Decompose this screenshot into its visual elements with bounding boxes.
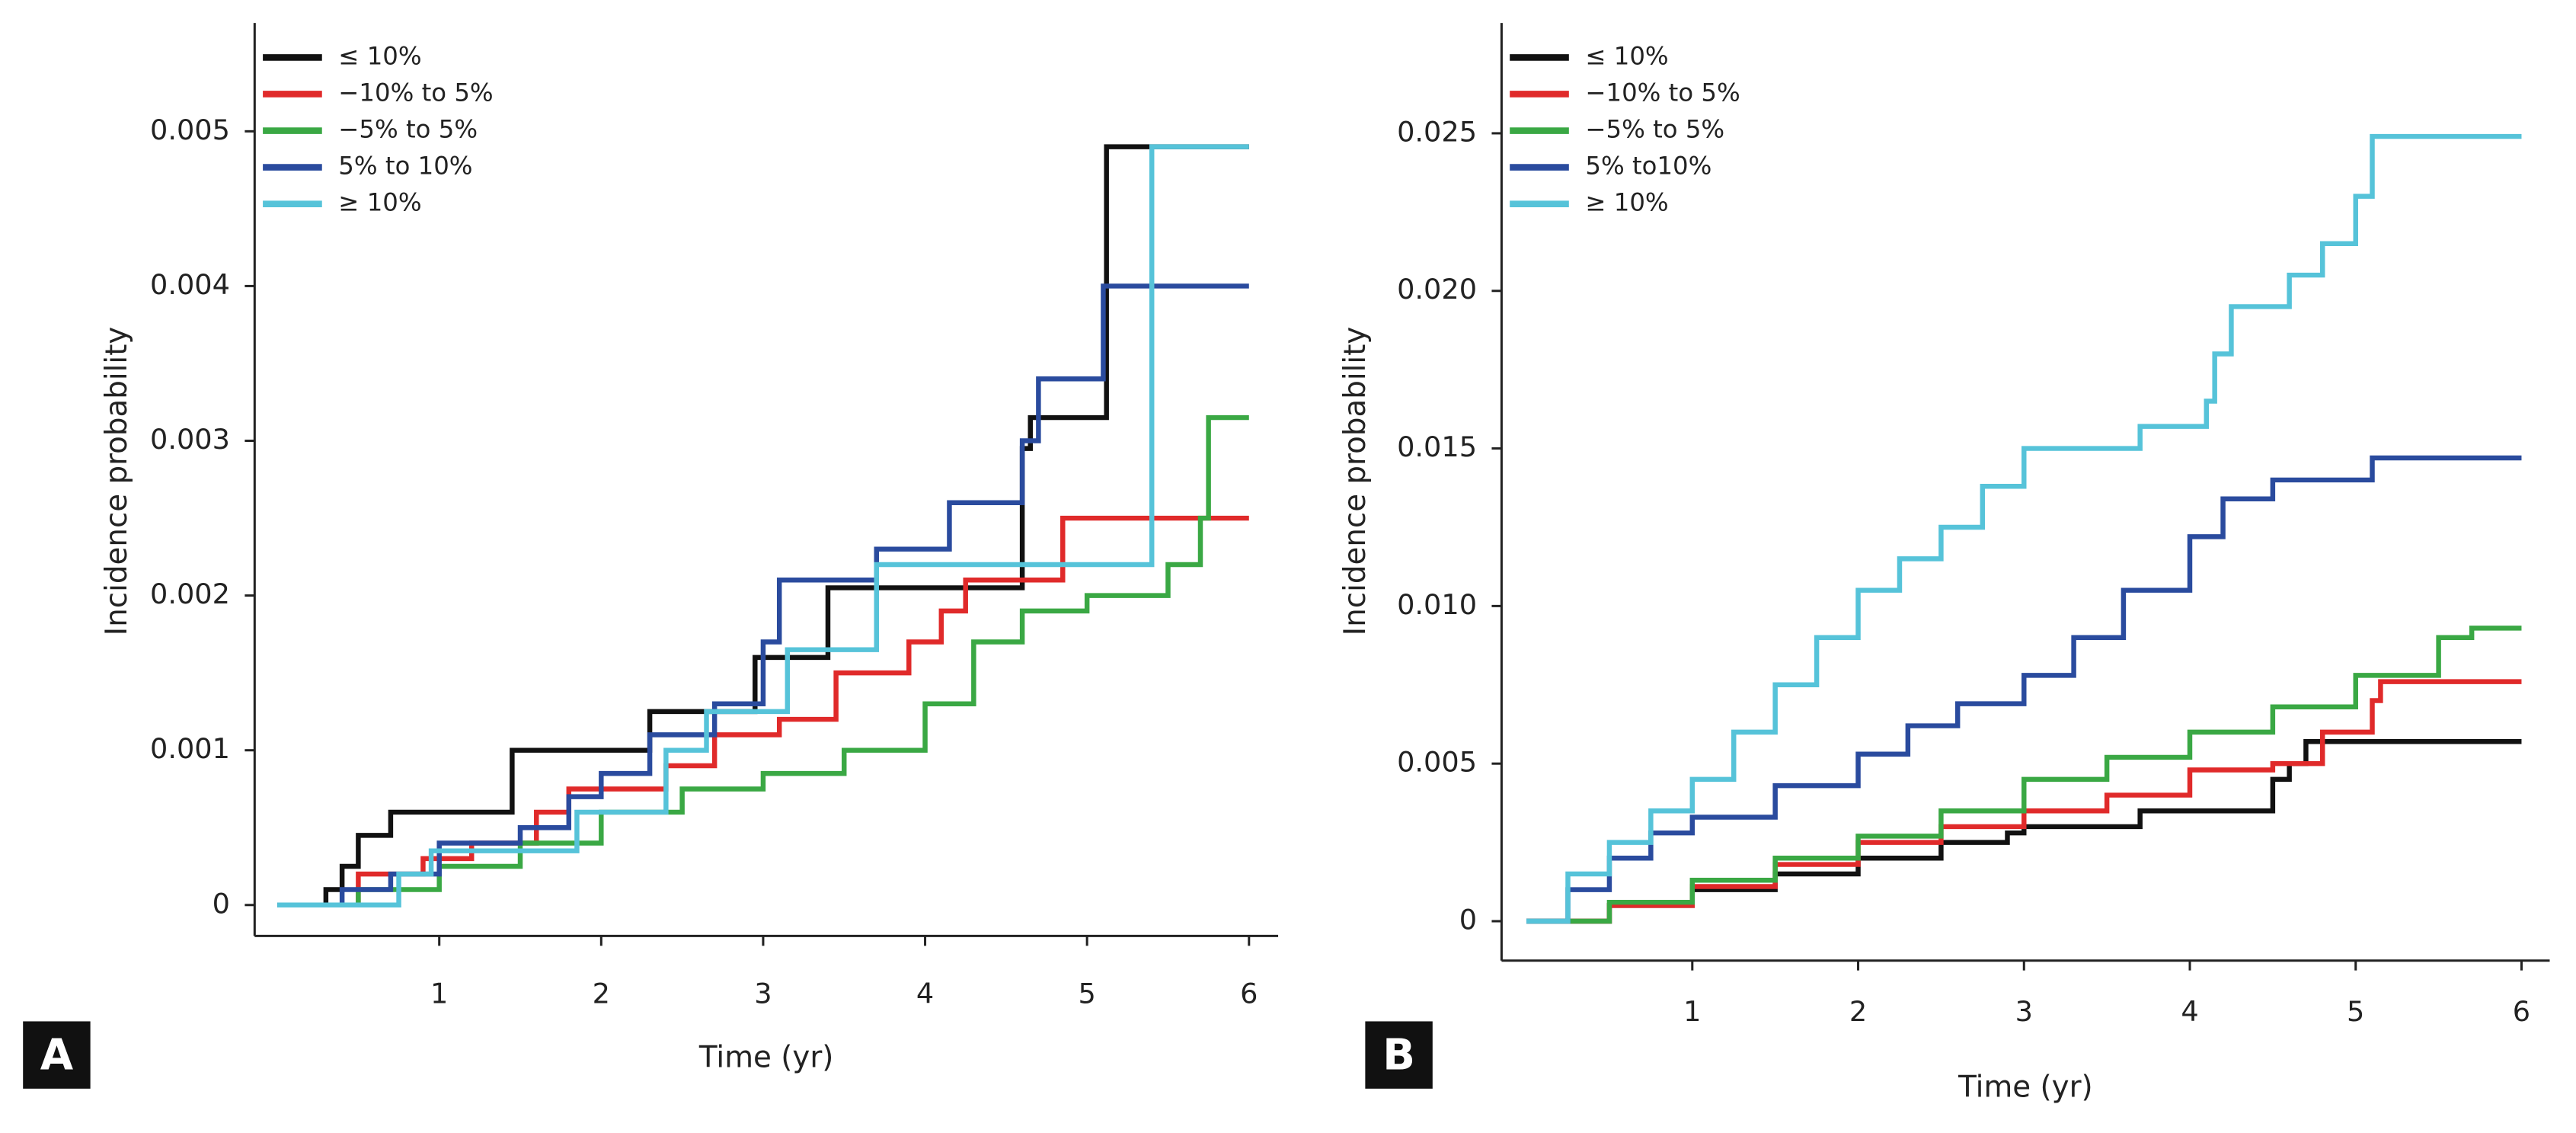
series-line — [277, 283, 1249, 908]
y-tick-label: 0 — [1459, 904, 1477, 936]
panel-label: A — [40, 1031, 74, 1080]
legend-label: −5% to 5% — [1585, 115, 1724, 144]
x-tick-label: 1 — [1683, 995, 1701, 1028]
y-tick-label: 0.025 — [1397, 115, 1477, 148]
y-axis-label: Incidence probability — [1338, 327, 1373, 636]
legend-label: ≤ 10% — [338, 41, 421, 70]
y-tick-label: 0.002 — [150, 578, 230, 610]
x-tick-label: 6 — [1240, 977, 1258, 1010]
legend-label: −5% to 5% — [338, 115, 478, 144]
y-tick-label: 0.020 — [1397, 273, 1477, 306]
x-tick-label: 1 — [430, 977, 448, 1010]
series-line — [277, 144, 1249, 908]
x-tick-label: 5 — [1079, 977, 1096, 1010]
series-line — [1526, 679, 2522, 924]
series-line — [277, 144, 1249, 908]
x-tick-label: 5 — [2347, 995, 2364, 1028]
y-tick-label: 0.005 — [150, 114, 230, 146]
series-line — [1526, 133, 2522, 924]
legend-label: −10% to 5% — [338, 78, 493, 107]
x-tick-label: 6 — [2513, 995, 2530, 1028]
y-tick-label: 0.004 — [150, 268, 230, 301]
x-tick-label: 4 — [2181, 995, 2198, 1028]
x-tick-label: 3 — [2015, 995, 2033, 1028]
y-axis-label: Incidence probability — [100, 327, 134, 636]
x-axis-label: Time (yr) — [698, 1041, 834, 1075]
legend-label: 5% to 10% — [338, 152, 472, 181]
legend-label: −10% to 5% — [1585, 78, 1740, 107]
x-tick-label: 2 — [593, 977, 610, 1010]
y-tick-label: 0.005 — [1397, 746, 1477, 779]
y-tick-label: 0.010 — [1397, 588, 1477, 621]
series-line — [1526, 626, 2522, 924]
panel-box — [1365, 1021, 1433, 1089]
legend-label: 5% to10% — [1585, 152, 1711, 181]
legend-label: ≥ 10% — [1585, 188, 1668, 217]
x-tick-label: 2 — [1849, 995, 1867, 1028]
panel-label: B — [1382, 1031, 1415, 1080]
y-tick-label: 0 — [213, 887, 230, 920]
x-tick-label: 3 — [754, 977, 772, 1010]
x-axis-label: Time (yr) — [1958, 1070, 2093, 1104]
series-line — [277, 414, 1249, 908]
legend-label: ≤ 10% — [1585, 41, 1668, 70]
legend-label: ≥ 10% — [338, 188, 421, 217]
series-line — [1526, 455, 2522, 924]
y-tick-label: 0.003 — [150, 423, 230, 456]
y-tick-label: 0.001 — [150, 732, 230, 765]
series-line — [277, 515, 1249, 908]
series-line — [1526, 739, 2522, 924]
x-tick-label: 4 — [916, 977, 934, 1010]
panel-box — [23, 1021, 91, 1089]
y-tick-label: 0.015 — [1397, 430, 1477, 463]
